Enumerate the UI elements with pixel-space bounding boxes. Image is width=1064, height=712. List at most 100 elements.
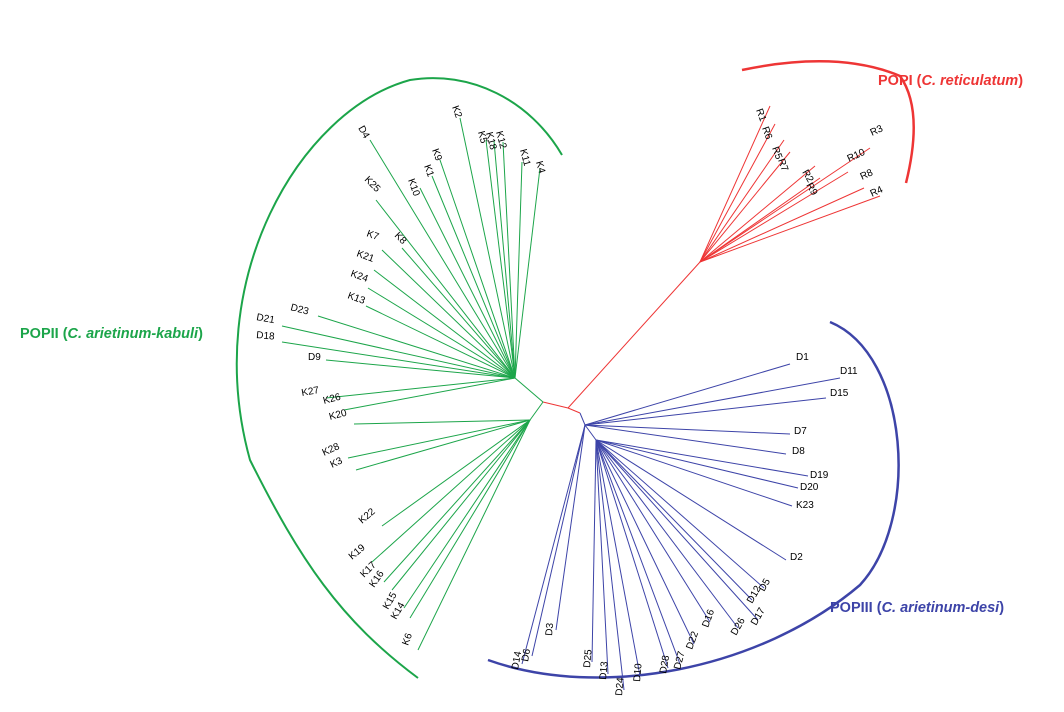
branch-k2 — [459, 117, 516, 379]
leaf-label-r5: R5 — [769, 145, 784, 161]
branch-d14 — [521, 424, 586, 665]
leaf-labels: R1R6R5R7R2R9R3R10R8R4D4K2K5K18K12K11K4K9… — [255, 104, 885, 696]
leaf-label-k18: K18 — [483, 131, 498, 151]
leaf-label-d15: D15 — [830, 388, 849, 399]
popii-stem-branch — [514, 377, 544, 403]
leaf-label-d4: D4 — [355, 124, 371, 141]
branch-k7 — [381, 249, 516, 379]
popii-prefix: POPII ( — [20, 326, 68, 342]
popi-branches — [567, 105, 881, 409]
branch-d28 — [595, 439, 669, 669]
branch-k19 — [371, 419, 531, 563]
branch-d16 — [595, 439, 711, 623]
popiii-clade-arc — [487, 320, 900, 679]
leaf-label-r10: R10 — [846, 147, 868, 165]
branch-k14 — [409, 419, 531, 619]
branch-k21 — [373, 269, 516, 379]
branch-r5 — [699, 139, 785, 263]
leaf-label-k24: K24 — [349, 268, 370, 285]
leaf-label-k21: K21 — [355, 248, 376, 265]
branch-r2 — [699, 165, 816, 263]
leaf-label-d6: D6 — [520, 648, 533, 663]
leaf-label-d10: D10 — [632, 663, 645, 683]
branch-r8 — [699, 187, 865, 263]
branch-d1 — [584, 363, 791, 426]
popiii-suffix: ) — [999, 600, 1004, 616]
branch-r4 — [699, 195, 881, 263]
branch-k12 — [502, 141, 516, 379]
branch-r10 — [699, 171, 849, 263]
popi-clade-arc — [741, 60, 915, 184]
branch-d6 — [531, 424, 586, 657]
leaf-label-d19: D19 — [810, 470, 829, 481]
leaf-label-d17: D17 — [749, 606, 768, 628]
branch-k13 — [365, 305, 516, 379]
popi-prefix: POPI ( — [878, 73, 922, 89]
leaf-label-k5: K5 — [475, 130, 489, 145]
branch-k3 — [355, 419, 531, 471]
branch-d10 — [595, 439, 641, 677]
popii-suffix: ) — [198, 326, 203, 342]
leaf-label-r4: R4 — [869, 184, 886, 200]
branch-k4 — [514, 167, 541, 379]
branch-d7 — [584, 424, 791, 435]
leaf-label-d27: D27 — [672, 650, 687, 671]
branch-d12 — [595, 439, 753, 601]
branch-k17 — [383, 419, 531, 583]
branch-k22 — [381, 419, 531, 527]
branch-k23 — [595, 439, 793, 507]
branch-k27 — [325, 377, 516, 399]
leaf-label-r3: R3 — [869, 123, 886, 139]
leaf-label-k2: K2 — [449, 104, 464, 120]
leaf-label-k3: K3 — [329, 455, 345, 470]
popiii-branches — [521, 363, 841, 691]
popi-species: C. reticulatum — [922, 73, 1019, 89]
leaf-label-k27: K27 — [301, 385, 321, 399]
leaf-label-d3: D3 — [544, 622, 556, 636]
leaf-label-k20: K20 — [328, 408, 348, 423]
branch-d5 — [595, 439, 765, 589]
branch-d20 — [595, 439, 799, 489]
branch-d13 — [595, 439, 609, 675]
popii-stem-branch — [529, 401, 544, 421]
leaf-label-k11: K11 — [517, 148, 532, 168]
branch-d18 — [281, 341, 516, 379]
branch-r6 — [699, 123, 776, 263]
leaf-label-k23: K23 — [796, 500, 814, 511]
leaf-label-d28: D28 — [658, 654, 672, 674]
branch-d8 — [584, 424, 787, 455]
leaf-label-d25: D25 — [582, 649, 595, 669]
branch-k6 — [417, 419, 531, 651]
leaf-label-d21: D21 — [255, 312, 275, 326]
branch-k26 — [343, 377, 516, 411]
branch-r3 — [699, 147, 871, 263]
leaf-label-d2: D2 — [790, 552, 803, 563]
popi-suffix: ) — [1018, 73, 1023, 89]
branch-k24 — [367, 287, 516, 379]
leaf-label-d26: D26 — [729, 616, 748, 638]
popi-stem-branch — [567, 261, 701, 409]
root-branch — [542, 401, 581, 414]
popiii-stem-branch — [579, 412, 586, 426]
branch-r1 — [699, 105, 771, 263]
branch-d2 — [595, 439, 787, 561]
branch-k25 — [375, 199, 516, 379]
branch-k20 — [353, 419, 531, 425]
branch-k11 — [514, 161, 523, 379]
branch-d19 — [595, 439, 809, 477]
popii-branches — [281, 117, 544, 651]
leaf-label-d22: D22 — [684, 630, 701, 651]
popiii-stem-branch — [584, 424, 597, 441]
leaf-label-d11: D11 — [840, 366, 858, 377]
leaf-label-k25: K25 — [362, 174, 383, 195]
popii-species: C. arietinum-kabuli — [68, 326, 199, 342]
branch-d15 — [584, 397, 827, 426]
leaf-label-r7: R7 — [775, 157, 790, 173]
leaf-label-k12: K12 — [493, 130, 508, 150]
leaf-label-d23: D23 — [289, 302, 310, 317]
branch-d17 — [595, 439, 759, 621]
leaf-label-k8: K8 — [392, 230, 409, 247]
branch-r7 — [699, 151, 791, 263]
leaf-label-k6: K6 — [400, 631, 415, 647]
